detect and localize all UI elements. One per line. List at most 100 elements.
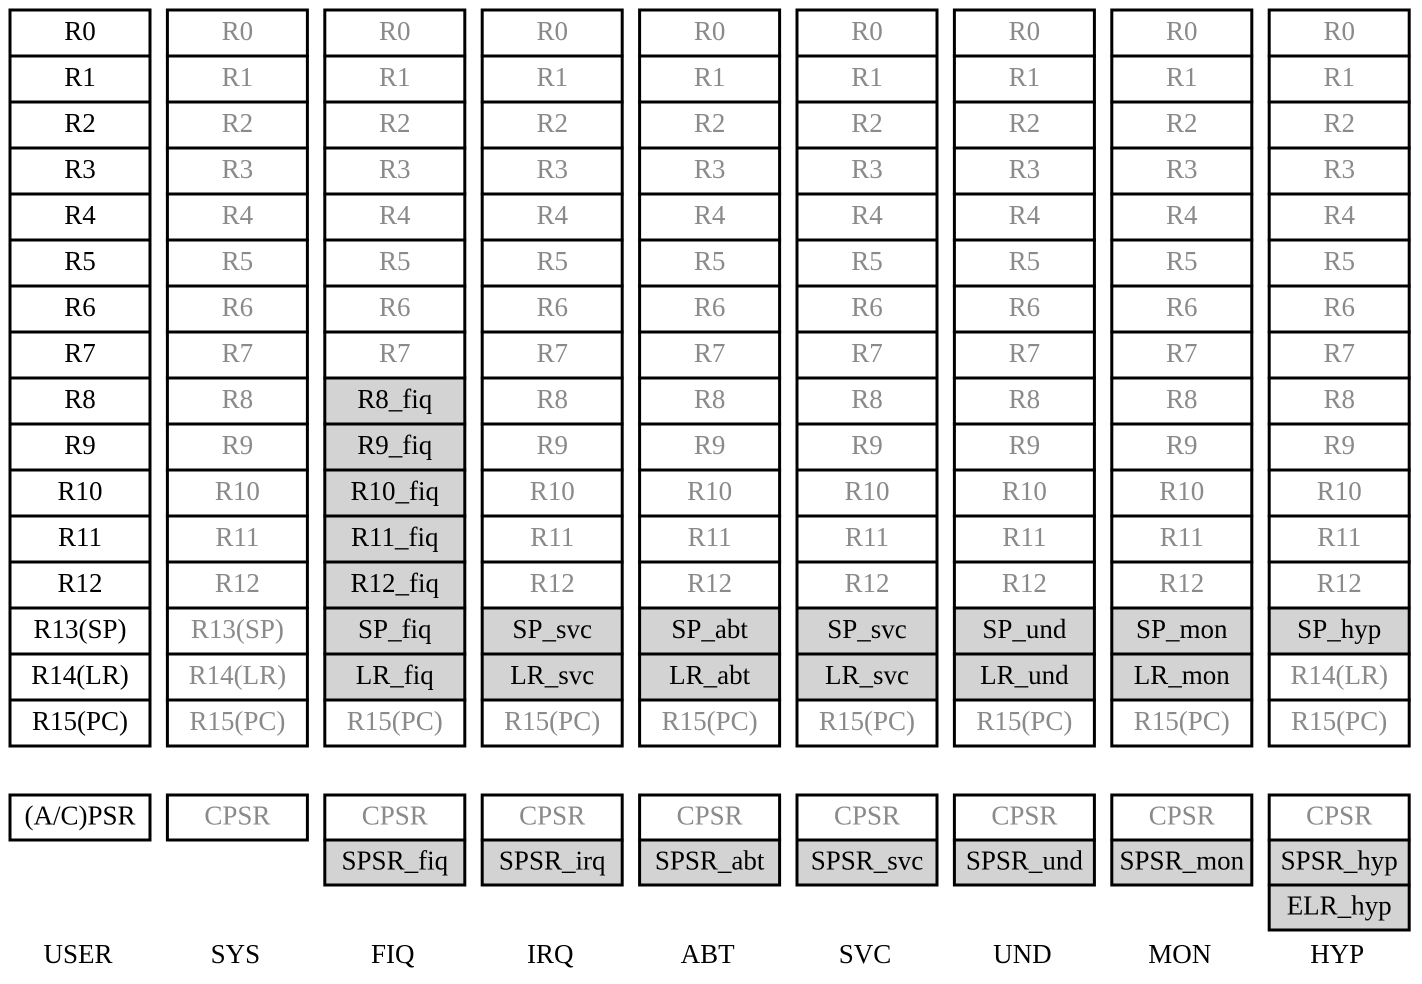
register-cell xyxy=(1110,284,1254,334)
register-label: LR_svc xyxy=(825,660,909,690)
register-label: R0 xyxy=(536,16,568,46)
register-cell xyxy=(795,514,939,564)
register-label: R12 xyxy=(1317,568,1362,598)
register-cell xyxy=(795,838,939,887)
register-label: R4 xyxy=(1166,200,1198,230)
register-cell xyxy=(795,330,939,380)
register-label: R7 xyxy=(1323,338,1355,368)
register-label: R9_fiq xyxy=(357,430,433,460)
register-label: R11 xyxy=(688,522,732,552)
register-cell xyxy=(638,238,782,288)
register-label: R4 xyxy=(694,200,726,230)
register-cell xyxy=(1110,793,1254,842)
register-cell xyxy=(638,698,782,748)
register-cell xyxy=(1267,238,1411,288)
register-label: R6 xyxy=(1323,292,1355,322)
register-cell xyxy=(638,284,782,334)
mode-label: SVC xyxy=(839,939,892,969)
register-cell xyxy=(952,146,1096,196)
register-cell xyxy=(8,238,152,288)
mode-label: IRQ xyxy=(527,939,574,969)
register-cell xyxy=(323,100,467,150)
register-label: R0 xyxy=(64,16,96,46)
register-label: R2 xyxy=(379,108,411,138)
register-label: R10 xyxy=(530,476,575,506)
register-cell xyxy=(480,146,624,196)
register-cell xyxy=(638,793,782,842)
register-label: CPSR xyxy=(362,801,428,831)
register-cell xyxy=(1267,284,1411,334)
register-cell xyxy=(165,698,309,748)
register-cell xyxy=(8,422,152,472)
register-label: R7 xyxy=(379,338,411,368)
register-label: R11 xyxy=(1317,522,1361,552)
register-cell xyxy=(638,468,782,518)
register-label: R11 xyxy=(1002,522,1046,552)
mode-label: ABT xyxy=(681,939,736,969)
register-label: R14(LR) xyxy=(189,660,287,690)
mode-label: FIQ xyxy=(371,939,415,969)
register-cell xyxy=(1267,376,1411,426)
register-label: R15(PC) xyxy=(504,706,600,736)
register-label: R14(LR) xyxy=(31,660,129,690)
register-label: SP_svc xyxy=(512,614,592,644)
register-cell xyxy=(8,514,152,564)
register-label: R6 xyxy=(694,292,726,322)
register-cell xyxy=(8,330,152,380)
register-label: R6 xyxy=(379,292,411,322)
register-cell xyxy=(480,838,624,887)
register-label: R4 xyxy=(222,200,254,230)
register-label: R12_fiq xyxy=(351,568,440,598)
register-cell xyxy=(1267,560,1411,610)
register-label: R1 xyxy=(1166,62,1198,92)
mode-label: HYP xyxy=(1310,939,1364,969)
register-label: LR_mon xyxy=(1134,660,1231,690)
register-cell xyxy=(323,192,467,242)
register-label: (A/C)PSR xyxy=(24,801,135,831)
register-cell xyxy=(638,54,782,104)
register-label: CPSR xyxy=(1306,801,1372,831)
register-label: SP_svc xyxy=(827,614,907,644)
register-label: R2 xyxy=(536,108,568,138)
register-label: R15(PC) xyxy=(662,706,758,736)
register-label: R8 xyxy=(1009,384,1041,414)
register-cell xyxy=(480,100,624,150)
register-label: SPSR_abt xyxy=(655,846,765,876)
register-label: R0 xyxy=(1323,16,1355,46)
register-cell xyxy=(638,422,782,472)
register-label: R11 xyxy=(845,522,889,552)
register-label: R15(PC) xyxy=(1291,706,1387,736)
register-label: R7 xyxy=(694,338,726,368)
register-label: R5 xyxy=(1166,246,1198,276)
register-cell xyxy=(1267,100,1411,150)
register-label: R10_fiq xyxy=(351,476,440,506)
register-label: R1 xyxy=(1323,62,1355,92)
register-label: R4 xyxy=(536,200,568,230)
register-cell xyxy=(165,606,309,656)
register-label: R4 xyxy=(1009,200,1041,230)
register-cell xyxy=(1110,192,1254,242)
register-cell xyxy=(1267,793,1411,842)
register-label: R5 xyxy=(536,246,568,276)
register-label: R2 xyxy=(222,108,254,138)
register-label: R9 xyxy=(222,430,254,460)
register-label: CPSR xyxy=(991,801,1057,831)
register-label: R9 xyxy=(536,430,568,460)
register-label: R1 xyxy=(851,62,883,92)
register-label: R0 xyxy=(694,16,726,46)
register-label: LR_fiq xyxy=(356,660,434,690)
register-label: CPSR xyxy=(834,801,900,831)
register-cell xyxy=(1110,514,1254,564)
register-cell xyxy=(165,284,309,334)
register-label: R2 xyxy=(694,108,726,138)
register-label: R0 xyxy=(1009,16,1041,46)
register-label: R2 xyxy=(1009,108,1041,138)
register-cell xyxy=(1110,698,1254,748)
register-cell xyxy=(1110,422,1254,472)
register-cell xyxy=(795,422,939,472)
register-label: R0 xyxy=(379,16,411,46)
register-label: R13(SP) xyxy=(191,614,284,644)
register-label: R3 xyxy=(222,154,254,184)
register-cell xyxy=(165,238,309,288)
register-cell xyxy=(795,698,939,748)
